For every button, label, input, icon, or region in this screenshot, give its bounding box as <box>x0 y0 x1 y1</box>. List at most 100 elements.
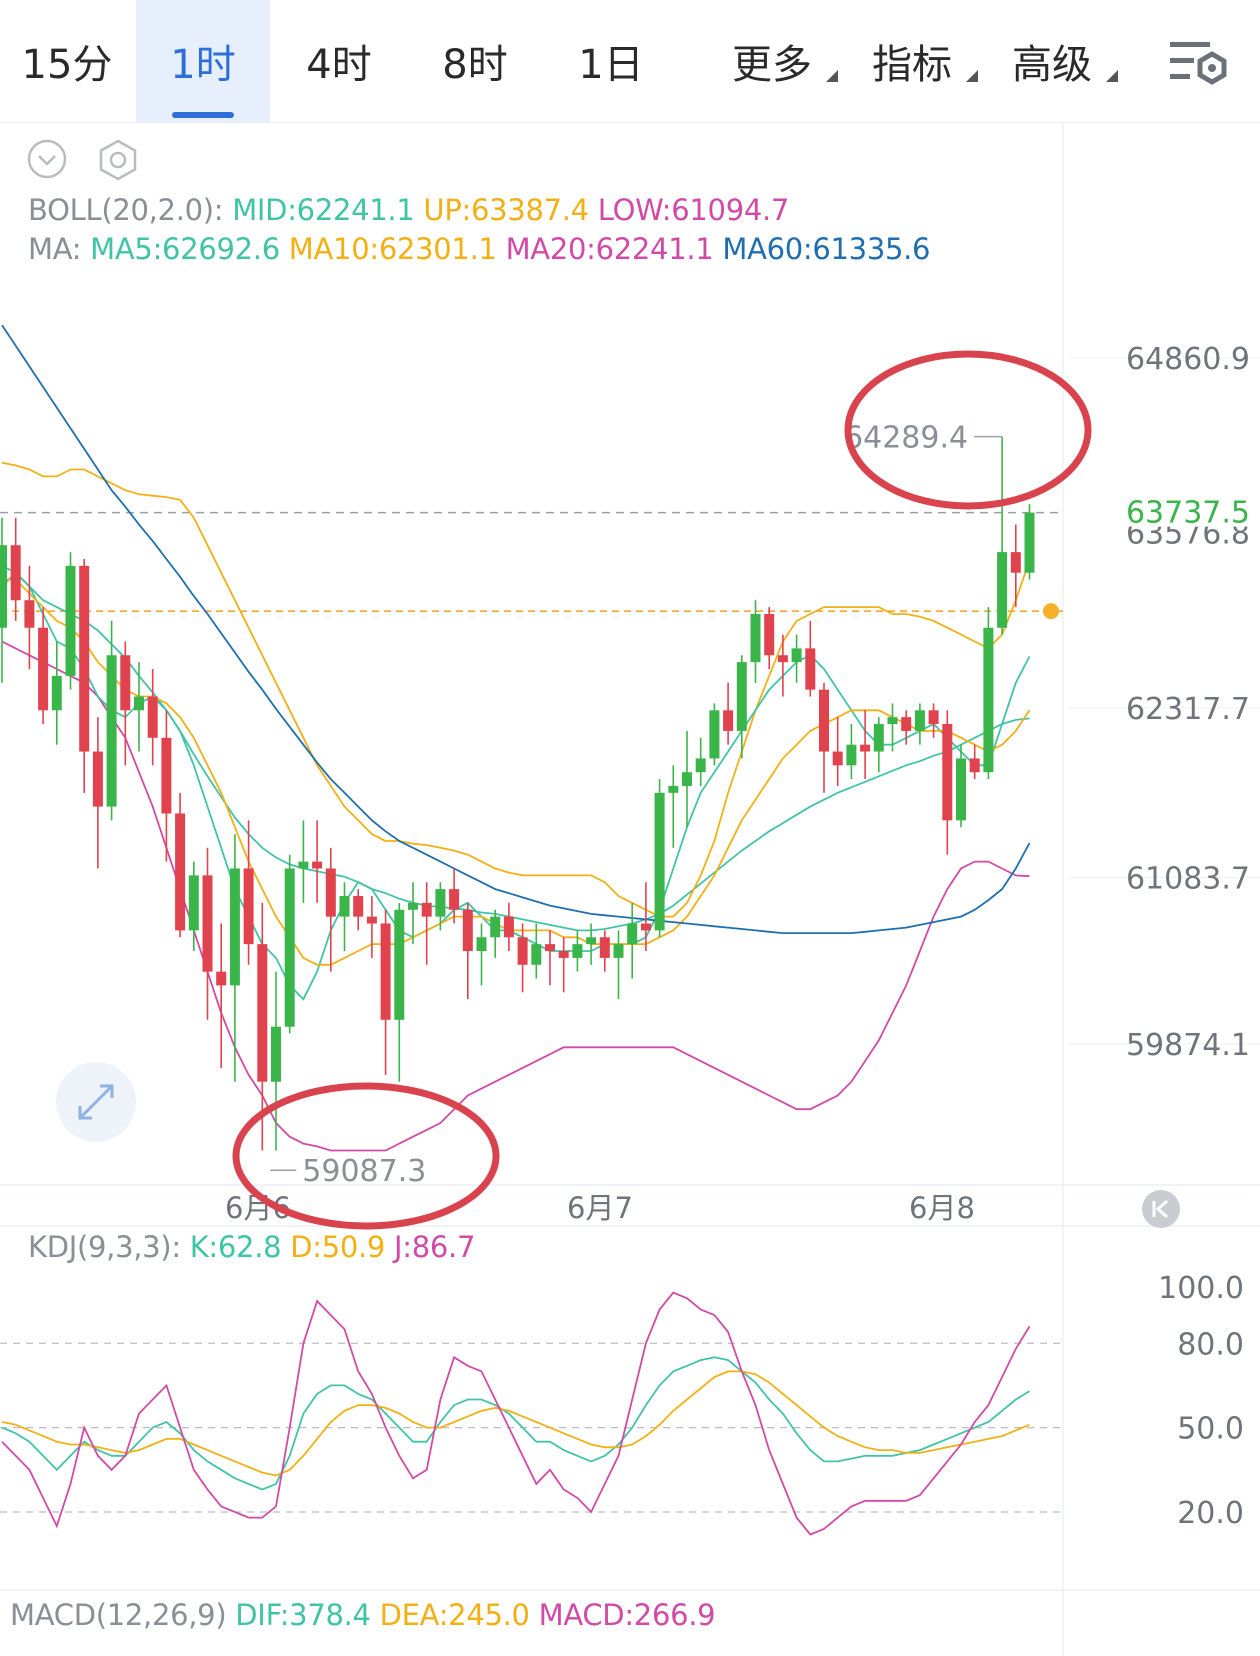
expand-chart-button[interactable] <box>56 1062 136 1142</box>
candle-body <box>353 895 364 917</box>
reference-price-dot <box>1043 603 1059 620</box>
ma-legend-name: MA: <box>28 232 82 266</box>
tab-15m-label: 15分 <box>21 42 113 88</box>
time-axis-tick-label: 6月8 <box>909 1191 975 1225</box>
candle-body <box>51 675 62 711</box>
candle-body <box>682 772 692 786</box>
candle-body <box>983 627 994 773</box>
kdj-k-value: K:62.8 <box>189 1230 282 1264</box>
candle-body <box>24 600 35 628</box>
min-price-annotation: 59087.3 <box>302 1154 426 1189</box>
candle-body <box>613 944 624 958</box>
candle-body <box>791 648 802 663</box>
candle-body <box>695 758 706 773</box>
time-axis-tick-label: 6月7 <box>567 1191 633 1225</box>
macd-value: MACD:266.9 <box>538 1598 716 1632</box>
tab-4h-label: 4时 <box>306 42 372 88</box>
candle-body <box>202 875 213 972</box>
price-axis-tick-label: 64860.9 <box>1126 342 1250 377</box>
tab-1d[interactable]: 1日 <box>544 0 678 122</box>
tab-8h-label: 8时 <box>442 42 508 88</box>
candle-body <box>490 916 501 938</box>
candle-body <box>956 758 966 821</box>
kdj-axis-tick-label: 80.0 <box>1177 1327 1244 1362</box>
line-low <box>1 640 1030 1152</box>
current-price-label: 63737.5 <box>1126 496 1250 531</box>
candle-body <box>1010 552 1021 573</box>
macd-dea-value: DEA:245.0 <box>379 1598 530 1632</box>
candle-body <box>709 710 720 759</box>
line-ma10 <box>2 578 1031 966</box>
tab-more[interactable]: 更多 <box>700 0 844 122</box>
candle-body <box>394 909 405 1020</box>
candle-body <box>668 785 679 793</box>
candle-body <box>969 758 980 773</box>
candle-body <box>271 1026 281 1082</box>
kdj-d-value: D:50.9 <box>290 1230 386 1264</box>
candle-body <box>764 613 775 656</box>
candle-body <box>654 792 665 931</box>
boll-legend-name: BOLL(20,2.0): <box>28 193 224 227</box>
tab-8h[interactable]: 8时 <box>408 0 542 122</box>
candle-body <box>257 944 268 1082</box>
dropdown-caret-icon <box>1106 70 1118 82</box>
tab-advanced[interactable]: 高级 <box>980 0 1124 122</box>
tab-advanced-label: 高级 <box>1012 42 1092 88</box>
candle-body <box>887 717 898 725</box>
boll-legend: BOLL(20,2.0): MID:62241.1 UP:63387.4 LOW… <box>28 193 789 227</box>
price-axis-tick-label: 62317.7 <box>1126 692 1250 727</box>
max-price-annotation: 64289.4 <box>844 421 968 456</box>
tab-1h-label: 1时 <box>170 42 236 88</box>
candle-body <box>188 875 199 931</box>
ma5-value: MA5:62692.6 <box>90 232 280 266</box>
candle-body <box>175 813 186 931</box>
candle-body <box>819 689 829 752</box>
chart-settings-icon[interactable] <box>1168 38 1228 88</box>
tab-4h[interactable]: 4时 <box>272 0 406 122</box>
candle-body <box>997 552 1008 628</box>
candle-body <box>805 648 816 690</box>
tab-indicators-label: 指标 <box>872 42 952 88</box>
candle-body <box>38 627 49 711</box>
candle-body <box>0 545 7 628</box>
candle-body <box>449 889 460 910</box>
candle-body <box>216 971 227 986</box>
tab-15m[interactable]: 15分 <box>0 0 134 122</box>
candle-body <box>914 710 925 731</box>
candle-body <box>65 565 76 676</box>
timeframe-tab-bar: 15分 1时 4时 8时 1日 更多 指标 高级 <box>0 0 1260 123</box>
chevron-down-circle-icon[interactable] <box>26 138 68 180</box>
boll-mid-value: MID:62241.1 <box>232 193 415 227</box>
candle-body <box>832 751 843 766</box>
candle-body <box>476 937 487 952</box>
jump-to-latest-button[interactable] <box>1142 1190 1180 1228</box>
tab-indicators[interactable]: 指标 <box>840 0 984 122</box>
candle-body <box>298 861 309 869</box>
candle-body <box>627 923 638 945</box>
candle-body <box>243 868 254 945</box>
candle-body <box>901 717 912 731</box>
expand-arrows-icon <box>78 1084 114 1120</box>
candle-body <box>421 902 432 917</box>
macd-legend: MACD(12,26,9) DIF:378.4 DEA:245.0 MACD:2… <box>10 1598 716 1632</box>
tab-1h[interactable]: 1时 <box>136 0 270 122</box>
candle-body <box>161 737 172 814</box>
candle-body <box>92 751 103 807</box>
candle-body <box>531 944 542 965</box>
line-ma5 <box>1 571 1031 1001</box>
boll-low-value: LOW:61094.7 <box>597 193 790 227</box>
candle-body <box>517 937 528 965</box>
candle-body <box>106 655 117 807</box>
hexagon-settings-icon[interactable] <box>96 138 140 182</box>
candle-body <box>339 895 350 917</box>
dropdown-caret-icon <box>826 70 838 82</box>
candle-body <box>229 868 240 986</box>
macd-dif-value: DIF:378.4 <box>235 1598 371 1632</box>
line-ma60 <box>1 324 1031 934</box>
candle-body <box>777 655 788 663</box>
candle-body <box>873 724 884 752</box>
candle-body <box>435 889 446 917</box>
candle-body <box>79 565 90 752</box>
candle-body <box>860 744 871 752</box>
